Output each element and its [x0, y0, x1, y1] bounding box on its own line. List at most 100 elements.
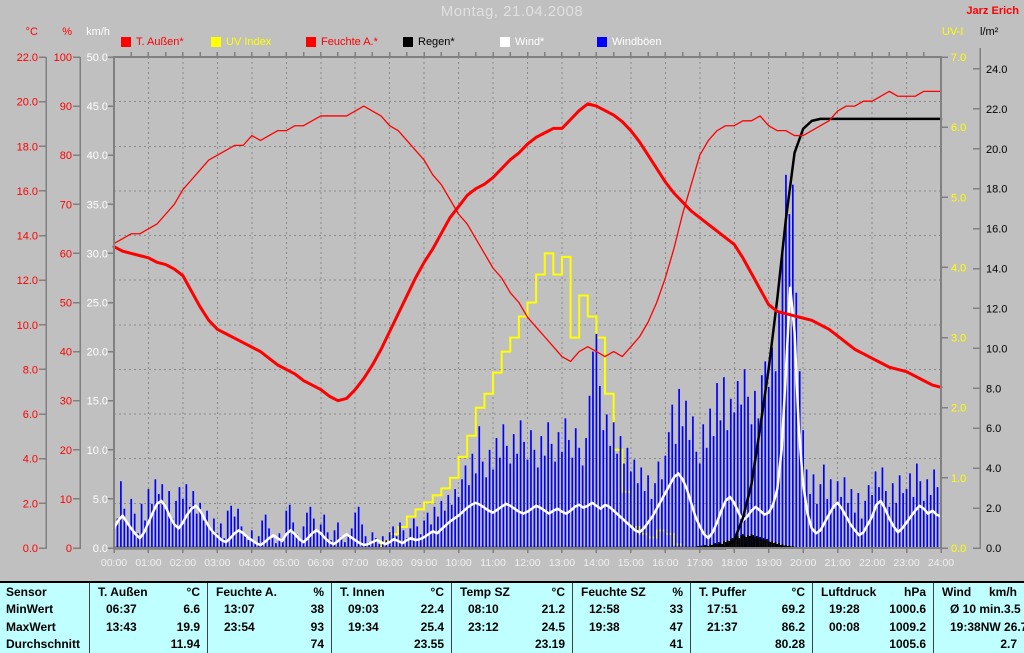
axis-tick-label: 6.0 [23, 409, 38, 421]
series-windboeen-bars-bar [564, 418, 567, 548]
series-windboeen-bars-bar [523, 441, 525, 548]
series-regen-rate-bars-bar [723, 541, 725, 548]
series-windboeen-bars-bar [550, 443, 553, 548]
series-windboeen-bars-bar [888, 506, 891, 548]
series-windboeen-bars-bar [478, 426, 481, 548]
series-windboeen-bars-bar [726, 430, 729, 548]
axis-tick-label: 50.0 [87, 52, 108, 64]
series-windboeen-bars-bar [902, 493, 904, 548]
legend-label: Feuchte A.* [321, 36, 378, 48]
table-cell: 06:37 6.6 [89, 600, 207, 618]
series-windboeen-bars-bar [140, 503, 143, 548]
series-windboeen-bars-bar [712, 436, 715, 548]
table-cell-time: 19:34 [348, 619, 379, 634]
axis-tick-label: 1.0 [951, 473, 966, 485]
series-windboeen-bars-bar [364, 536, 367, 548]
x-axis-label: 23:00 [893, 557, 919, 569]
series-regen-rate-bars-bar [709, 544, 711, 548]
series-regen-rate-bars-bar [773, 543, 775, 548]
series-windboeen-bars-bar [592, 351, 594, 548]
series-windboeen-bars-bar [626, 447, 629, 548]
axis-tick-label: 4.0 [986, 463, 1001, 475]
table-cell: 80.28 [690, 635, 812, 653]
table-cell-value: 25.4 [420, 619, 444, 634]
series-windboeen-bars-bar [585, 438, 587, 548]
series-windboeen-bars-bar [412, 518, 415, 548]
series-windboeen-bars-bar [574, 428, 577, 548]
series-windboeen-bars-bar [399, 522, 401, 548]
series-windboeen-bars-bar [530, 430, 532, 548]
series-windboeen-bars-bar [406, 538, 408, 548]
table-cell-value: 33 [669, 602, 683, 617]
axis-tick-label: 7.0 [951, 52, 966, 64]
series-windboeen-bars-bar [319, 524, 322, 548]
table-cell-time: 23:54 [224, 619, 255, 634]
series-windboeen-bars-bar [664, 455, 667, 548]
axis-tick-label: 5.0 [93, 494, 108, 506]
axis-tick-label: 14.0 [986, 264, 1007, 276]
table-header-cell: T. Puffer °C [690, 583, 812, 601]
series-regen-rate-bars-bar [724, 542, 727, 548]
table-cell: 74 [207, 635, 331, 653]
series-windboeen-bars-bar [891, 483, 894, 548]
series-windboeen-bars-bar [905, 489, 908, 548]
x-axis-label: 08:00 [377, 557, 403, 569]
series-regen-line [724, 117, 943, 550]
table-cell: 17:51 69.2 [690, 600, 812, 618]
series-windboeen-bars-bar [292, 522, 295, 548]
series-windboeen-bars-bar [857, 493, 860, 548]
table-cell-time: 13:07 [224, 602, 255, 617]
series-regen-rate-bars-bar [738, 538, 741, 548]
table-cell: 19:28 1000.6 [812, 600, 933, 618]
x-axis-label: 21:00 [824, 557, 850, 569]
legend-item: Wind* [500, 36, 544, 48]
series-regen-rate-bars-bar [712, 544, 715, 548]
table-cell-value: 1000.6 [889, 602, 926, 617]
series-windboeen-bars-bar [709, 408, 711, 548]
series-windboeen-bars-bar [760, 375, 763, 548]
series-windboeen-bars-bar [244, 536, 246, 548]
series-windboeen-bars-bar [692, 416, 694, 548]
axis-title-celsius: °C [25, 26, 38, 38]
table-col-unit: °C [430, 584, 444, 599]
series-windboeen-bars-bar [230, 505, 233, 548]
axis-tick-label: 6.0 [951, 122, 966, 134]
axis-tick-label: 40.0 [87, 150, 108, 162]
series-windboeen-bars-bar [736, 381, 739, 548]
series-windboeen-bars-bar [502, 424, 505, 548]
series-windboeen-bars-bar [698, 463, 701, 548]
series-windboeen-bars-bar [157, 493, 160, 548]
series-windboeen-bars-bar [540, 436, 543, 548]
series-windboeen-bars-bar [285, 510, 288, 548]
series-windboeen-bars-bar [433, 506, 436, 548]
table-cell-time: 19:28 [829, 602, 860, 617]
series-windboeen-bars-bar [147, 489, 150, 548]
series-windboeen-bars-bar [247, 540, 250, 548]
series-windboeen-bars-bar [936, 487, 939, 548]
series-windboeen-bars-bar [240, 526, 243, 548]
table-cell: 23:54 93 [207, 618, 331, 636]
axis-tick-label: 10.0 [17, 320, 38, 332]
x-axis-label: 14:00 [583, 557, 609, 569]
series-windboeen-bars-bar [554, 461, 556, 548]
series-windboeen-bars-bar [774, 371, 777, 548]
table-row-label: MinWert [6, 602, 54, 617]
series-windboeen-bars-bar [864, 500, 867, 548]
axis-tick-label: 70 [60, 199, 72, 211]
table-cell-value: 21.2 [541, 602, 565, 617]
table-col-title: T. Innen [340, 584, 385, 599]
window-title: Montag, 21.04.2008 [440, 3, 584, 20]
table-cell-value: 23.55 [413, 637, 444, 652]
series-windboeen-bars-bar [599, 385, 601, 548]
series-windboeen-bars-bar [778, 312, 780, 548]
series-windboeen-bars-bar [485, 477, 487, 548]
series-windboeen-bars-bar [178, 487, 181, 548]
table-header-cell: T. Außen °C [89, 583, 207, 601]
series-regen-rate-bars-bar [752, 535, 755, 548]
series-windboeen-bars-bar [171, 518, 174, 548]
series-windboeen-bars-bar [416, 526, 419, 548]
table-cell-time: 13:43 [106, 619, 137, 634]
x-axis-label: 18:00 [721, 557, 747, 569]
series-windboeen-bars-bar [526, 459, 529, 548]
axis-tick-label: 4.0 [23, 454, 38, 466]
